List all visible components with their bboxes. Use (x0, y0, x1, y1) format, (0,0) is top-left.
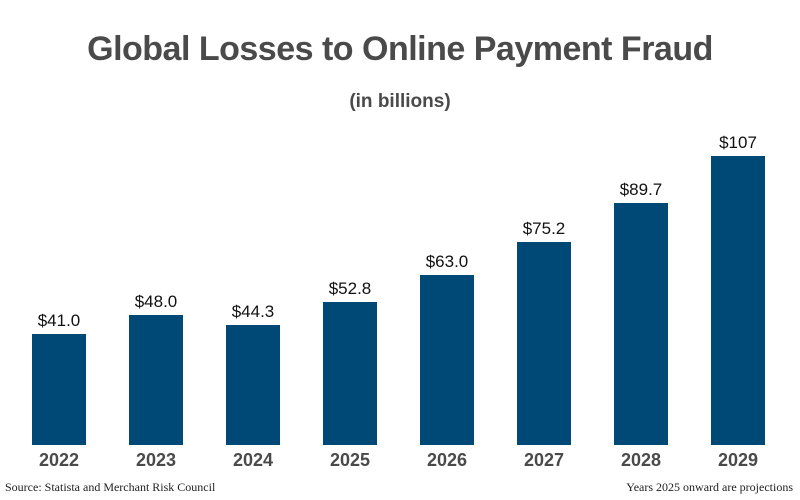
x-tick-label-2028: 2028 (620, 450, 662, 470)
value-label-2023: $48.0 (134, 292, 178, 312)
value-label-2026: $63.0 (425, 251, 469, 271)
value-label-2024: $44.3 (231, 302, 275, 322)
x-tick-label-2029: 2029 (717, 450, 759, 470)
bar-2022 (32, 334, 86, 445)
bar-2024 (226, 325, 280, 445)
value-label-2028: $89.7 (619, 179, 663, 199)
bar-2025 (323, 302, 377, 445)
value-label-2029: $107 (719, 133, 757, 153)
x-tick-label-2027: 2027 (523, 450, 565, 470)
value-label-2027: $75.2 (522, 218, 566, 238)
bar-2027 (517, 241, 571, 445)
source-note: Source: Statista and Merchant Risk Counc… (5, 480, 216, 494)
x-tick-label-2024: 2024 (232, 450, 274, 470)
chart-subtitle: (in billions) (349, 91, 451, 112)
bar-2023 (129, 315, 183, 445)
x-tick-label-2022: 2022 (38, 450, 80, 470)
x-tick-label-2025: 2025 (329, 450, 371, 470)
value-label-2022: $41.0 (37, 311, 81, 331)
projection-note: Years 2025 onward are projections (626, 480, 793, 494)
value-label-2025: $52.8 (328, 279, 372, 299)
chart-title: Global Losses to Online Payment Fraud (87, 30, 713, 68)
bar-2028 (614, 202, 668, 445)
x-tick-label-2026: 2026 (426, 450, 468, 470)
bar-2029 (711, 156, 765, 445)
x-tick-label-2023: 2023 (135, 450, 177, 470)
bar-2026 (420, 274, 474, 445)
